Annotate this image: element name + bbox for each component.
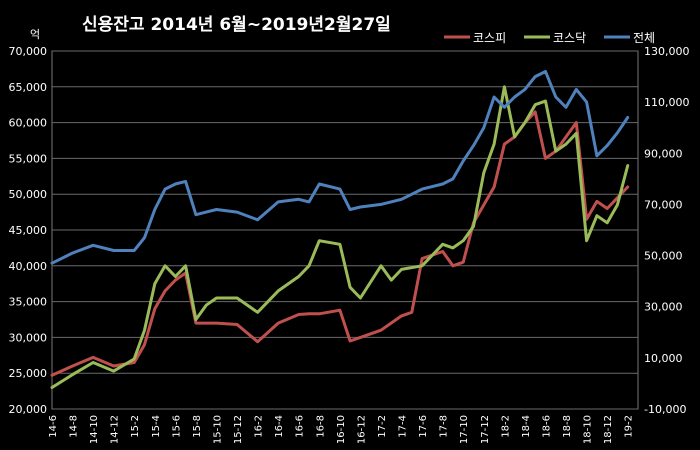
series-line-코스닥 xyxy=(50,85,630,389)
x-tick-label: 18-2 xyxy=(500,415,511,438)
y-right-tick-label: 10,000 xyxy=(644,352,683,365)
y-left-tick-label: 45,000 xyxy=(9,224,48,237)
x-tick-label: 14-6 xyxy=(48,415,59,438)
y-right-tick-label: 30,000 xyxy=(644,301,683,314)
x-tick-label: 17-4 xyxy=(398,415,409,438)
y-left-tick-label: 40,000 xyxy=(9,260,48,273)
grid xyxy=(52,50,638,410)
y-left-tick-label: 55,000 xyxy=(9,152,48,165)
x-tick-label: 15-8 xyxy=(192,415,203,438)
y-right-tick-label: 130,000 xyxy=(644,45,690,58)
x-axis: 14-6 14-8 14-10 14-12 15-2 15-4 15-6 15-8 15-10 1… xyxy=(48,415,635,444)
x-tick-label: 18-6 xyxy=(541,415,552,438)
legend-label: 코스피 xyxy=(473,31,506,45)
x-tick-label: 16-12 xyxy=(356,415,367,444)
x-tick-label: 15-10 xyxy=(212,415,223,444)
y-right-tick-label: 110,000 xyxy=(644,96,690,109)
x-tick-label: 18-10 xyxy=(583,415,594,444)
x-tick-label: 14-8 xyxy=(69,415,80,438)
x-tick-label: 16-2 xyxy=(254,415,265,438)
x-tick-label: 18-12 xyxy=(603,415,614,444)
y-left-axis: 20,000 25,000 30,000 35,000 40,000 45,000 50,0… xyxy=(9,45,48,416)
x-tick-label: 18-4 xyxy=(521,415,532,438)
y-right-tick-label: -10,000 xyxy=(644,403,686,416)
x-tick-label: 17-2 xyxy=(377,415,388,438)
y-left-tick-label: 50,000 xyxy=(9,188,48,201)
y-right-tick-label: 90,000 xyxy=(644,147,683,160)
legend: 코스피 코스닥 전체 xyxy=(444,31,655,45)
chart-title: 신용잔고 2014년 6월~2019년2월27일 xyxy=(82,15,391,35)
y-right-tick-label: 70,000 xyxy=(644,198,683,211)
y-left-tick-label: 60,000 xyxy=(9,117,48,130)
x-tick-label: 15-6 xyxy=(171,415,182,438)
x-tick-label: 17-10 xyxy=(459,415,470,444)
x-tick-label: 17-12 xyxy=(480,415,491,444)
y-right-axis: -10,000 10,000 30,000 50,000 70,000 90,000 110… xyxy=(644,45,690,416)
x-tick-label: 16-6 xyxy=(295,415,306,438)
legend-label: 코스닥 xyxy=(553,31,586,45)
y-right-tick-label: 50,000 xyxy=(644,250,683,263)
series-line-전체 xyxy=(50,70,630,265)
y-left-tick-label: 65,000 xyxy=(9,81,48,94)
x-tick-label: 14-12 xyxy=(110,415,121,444)
x-tick-label: 18-8 xyxy=(562,415,573,438)
x-tick-label: 15-2 xyxy=(130,415,141,438)
x-tick-label: 15-12 xyxy=(233,415,244,444)
x-tick-label: 14-10 xyxy=(89,415,100,444)
y-unit-label: 억 xyxy=(30,28,40,41)
y-left-tick-label: 35,000 xyxy=(9,296,48,309)
x-tick-label: 16-4 xyxy=(274,415,285,438)
x-tick-label: 19-2 xyxy=(624,415,635,438)
y-left-tick-label: 70,000 xyxy=(9,45,48,58)
y-left-tick-label: 25,000 xyxy=(9,367,48,380)
legend-label: 전체 xyxy=(633,31,655,45)
x-tick-label: 15-4 xyxy=(151,415,162,438)
y-left-tick-label: 30,000 xyxy=(9,331,48,344)
y-left-tick-label: 20,000 xyxy=(9,403,48,416)
x-tick-label: 17-8 xyxy=(439,415,450,438)
series-line-코스피 xyxy=(50,110,630,377)
series-lines xyxy=(50,70,630,389)
x-tick-label: 17-6 xyxy=(418,415,429,438)
x-tick-label: 16-10 xyxy=(336,415,347,444)
x-tick-label: 16-8 xyxy=(315,415,326,438)
